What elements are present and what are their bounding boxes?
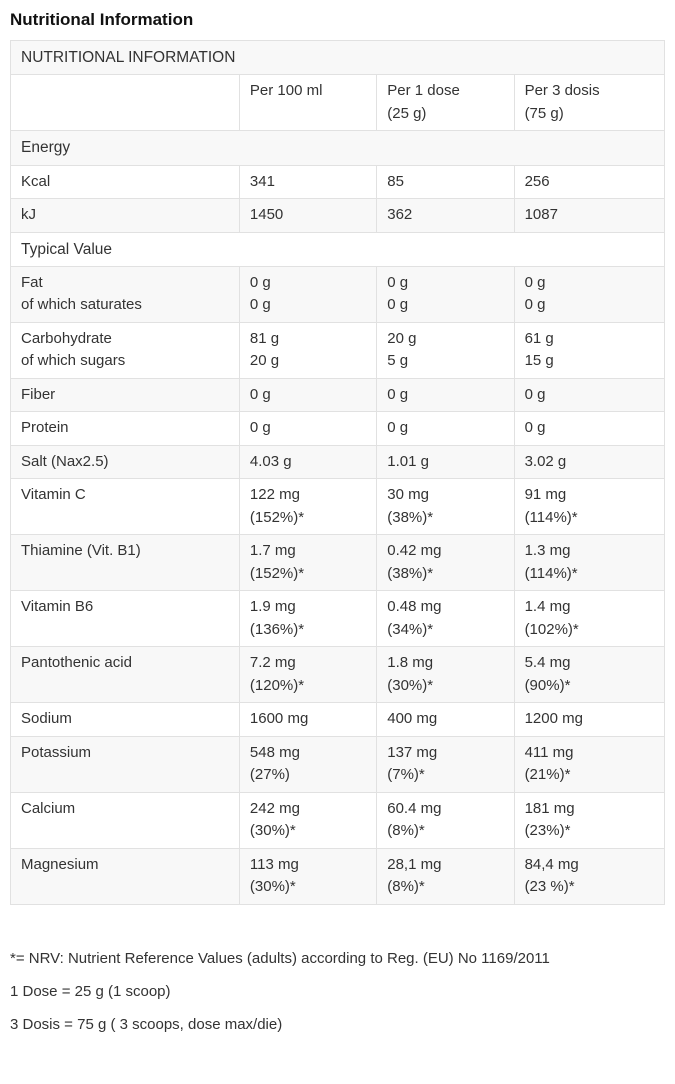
table-row: Calcium 242 mg (30%)* 60.4 mg (8%)* 181 mg … xyxy=(10,791,666,849)
value-cell: 0 g xyxy=(376,377,515,413)
table-row: Carbohydrate of which sugars 81 g 20 g 20 … xyxy=(10,321,666,379)
value-cell: 7.2 mg (120%)* xyxy=(238,646,378,704)
row-label-cell: Carbohydrate of which sugars xyxy=(10,321,240,379)
value-cell: 3.02 g xyxy=(513,444,666,480)
table-row: Sodium 1600 mg 400 mg 1200 mg xyxy=(10,702,666,737)
value-cell: 0 g 0 g xyxy=(513,265,666,323)
value-cell: 0 g 0 g xyxy=(238,265,378,323)
value-cell: 411 mg (21%)* xyxy=(513,735,666,793)
table-row: Salt (Nax2.5) 4.03 g 1.01 g 3.02 g xyxy=(10,444,666,480)
row-label-cell: Thiamine (Vit. B1) xyxy=(10,534,240,592)
value-cell: 85 xyxy=(376,164,515,199)
value-cell: 81 g 20 g xyxy=(238,321,378,379)
row-label-cell: Vitamin B6 xyxy=(10,590,240,648)
value-cell: 242 mg (30%)* xyxy=(238,791,378,849)
value-cell: 61 g 15 g xyxy=(513,321,666,379)
value-cell: 400 mg xyxy=(376,702,515,737)
value-cell: 1087 xyxy=(513,198,666,233)
value-cell: 256 xyxy=(513,164,666,199)
value-cell: 548 mg (27%) xyxy=(238,735,378,793)
section-row: Typical Value xyxy=(10,231,665,267)
value-cell: 1.3 mg (114%)* xyxy=(513,534,666,592)
row-label-cell: Protein xyxy=(10,411,240,446)
footnotes: *= NRV: Nutrient Reference Values (adult… xyxy=(10,947,665,1037)
value-cell: 0 g xyxy=(376,411,515,446)
table-row: Magnesium 113 mg (30%)* 28,1 mg (8%)* 84,4 … xyxy=(10,847,666,905)
footnote-line: *= NRV: Nutrient Reference Values (adult… xyxy=(10,949,550,967)
value-cell: 4.03 g xyxy=(238,444,378,480)
table-row: kJ 1450 362 1087 xyxy=(10,198,666,233)
table-row: Vitamin B6 1.9 mg (136%)* 0.48 mg (34%)* 1.… xyxy=(10,590,666,648)
value-cell: 181 mg (23%)* xyxy=(513,791,666,849)
value-cell: 1.8 mg (30%)* xyxy=(376,646,515,704)
row-label-cell: Salt (Nax2.5) xyxy=(10,444,240,480)
row-label-cell: kJ xyxy=(10,198,240,233)
table-row: Potassium 548 mg (27%) 137 mg (7%)* 411 mg … xyxy=(10,735,666,793)
row-label-cell: Sodium xyxy=(10,702,240,737)
value-cell: 84,4 mg (23 %)* xyxy=(513,847,666,905)
row-label-cell: Fat of which saturates xyxy=(10,265,240,323)
value-cell: 1200 mg xyxy=(513,702,666,737)
table-row: Kcal 341 85 256 xyxy=(10,164,666,199)
value-cell: 91 mg (114%)* xyxy=(513,478,666,536)
row-label-cell: Fiber xyxy=(10,377,240,413)
column-header-cell: Per 3 dosis (75 g) xyxy=(513,74,666,132)
table-title-cell: NUTRITIONAL INFORMATION xyxy=(10,39,665,76)
value-cell: 5.4 mg (90%)* xyxy=(513,646,666,704)
value-cell: 28,1 mg (8%)* xyxy=(376,847,515,905)
value-cell: 0 g xyxy=(513,377,666,413)
column-header-cell: Per 1 dose (25 g) xyxy=(376,74,515,132)
value-cell: 122 mg (152%)* xyxy=(238,478,378,536)
row-label-cell: Potassium xyxy=(10,735,240,793)
column-header-empty-cell xyxy=(10,74,240,132)
value-cell: 30 mg (38%)* xyxy=(376,478,515,536)
value-cell: 0 g 0 g xyxy=(376,265,515,323)
row-label-cell: Kcal xyxy=(10,164,240,199)
section-label-cell: Energy xyxy=(10,130,665,166)
value-cell: 113 mg (30%)* xyxy=(238,847,378,905)
table-title-row: NUTRITIONAL INFORMATION xyxy=(10,39,665,76)
row-label-cell: Vitamin C xyxy=(10,478,240,536)
table-row: Pantothenic acid 7.2 mg (120%)* 1.8 mg (30… xyxy=(10,646,666,704)
value-cell: 341 xyxy=(238,164,378,199)
nutrition-table: NUTRITIONAL INFORMATION Per 100 ml Per 1 d… xyxy=(10,39,666,905)
value-cell: 362 xyxy=(376,198,515,233)
page-title: Nutritional Information xyxy=(10,10,194,29)
value-cell: 0.42 mg (38%)* xyxy=(376,534,515,592)
table-row: Vitamin C 122 mg (152%)* 30 mg (38%)* 91 mg… xyxy=(10,478,666,536)
table-row: Thiamine (Vit. B1) 1.7 mg (152%)* 0.42 mg … xyxy=(10,534,666,592)
column-header-row: Per 100 ml Per 1 dose (25 g) Per 3 dosis (… xyxy=(10,74,666,132)
value-cell: 0.48 mg (34%)* xyxy=(376,590,515,648)
value-cell: 60.4 mg (8%)* xyxy=(376,791,515,849)
column-header-cell: Per 100 ml xyxy=(238,74,378,132)
row-label-cell: Magnesium xyxy=(10,847,240,905)
row-label-cell: Calcium xyxy=(10,791,240,849)
value-cell: 20 g 5 g xyxy=(376,321,515,379)
value-cell: 1.01 g xyxy=(376,444,515,480)
value-cell: 0 g xyxy=(238,377,378,413)
value-cell: 1.7 mg (152%)* xyxy=(238,534,378,592)
value-cell: 0 g xyxy=(513,411,666,446)
section-label-cell: Typical Value xyxy=(10,231,665,267)
value-cell: 0 g xyxy=(238,411,378,446)
footnote-line: 1 Dose = 25 g (1 scoop) xyxy=(10,983,171,1000)
section-row: Energy xyxy=(10,130,665,166)
row-label-cell: Pantothenic acid xyxy=(10,646,240,704)
value-cell: 1.9 mg (136%)* xyxy=(238,590,378,648)
value-cell: 1600 mg xyxy=(238,702,378,737)
value-cell: 1.4 mg (102%)* xyxy=(513,590,666,648)
footnote-line: 3 Dosis = 75 g ( 3 scoops, dose max/die) xyxy=(10,1016,283,1034)
value-cell: 1450 xyxy=(238,198,378,233)
value-cell: 137 mg (7%)* xyxy=(376,735,515,793)
